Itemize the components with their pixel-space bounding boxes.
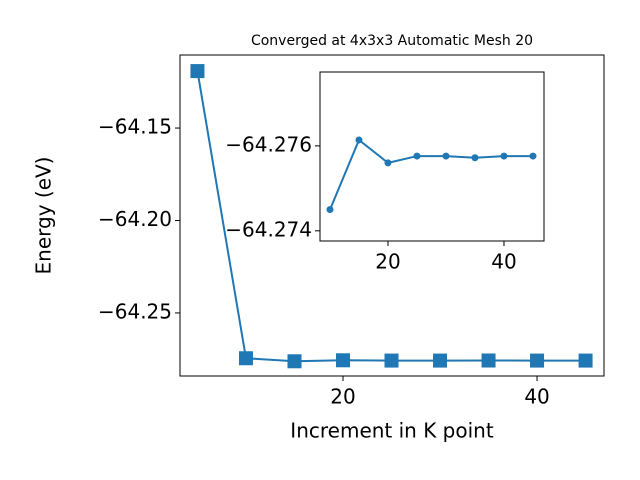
- marker: [433, 353, 448, 368]
- marker: [442, 152, 450, 160]
- series-line: [329, 138, 533, 210]
- y-tick-label: −64.274: [225, 217, 312, 241]
- marker: [384, 353, 399, 368]
- marker: [384, 159, 392, 167]
- chart-title: Converged at 4x3x3 Automatic Mesh 20: [251, 33, 533, 49]
- x-tick-label: 40: [524, 385, 549, 409]
- marker: [336, 353, 351, 368]
- y-tick-label: −64.20: [98, 207, 172, 231]
- y-tick-label: −64.25: [98, 299, 172, 323]
- x-tick-label: 20: [330, 385, 355, 409]
- marker: [578, 353, 593, 368]
- marker: [529, 152, 537, 160]
- marker: [530, 353, 545, 368]
- marker: [413, 152, 421, 160]
- marker: [481, 353, 496, 368]
- marker: [326, 206, 334, 214]
- marker: [190, 64, 205, 79]
- marker: [355, 136, 363, 144]
- y-axis-label: Energy (eV): [32, 157, 56, 275]
- y-tick-label: −64.15: [98, 115, 172, 139]
- y-tick-label: −64.276: [225, 132, 312, 156]
- marker: [238, 351, 253, 366]
- marker: [287, 354, 302, 369]
- x-tick-label: 20: [375, 250, 400, 274]
- x-axis-label: Increment in K point: [290, 419, 494, 443]
- x-tick-label: 40: [491, 250, 516, 274]
- marker: [500, 152, 508, 160]
- marker: [471, 154, 479, 162]
